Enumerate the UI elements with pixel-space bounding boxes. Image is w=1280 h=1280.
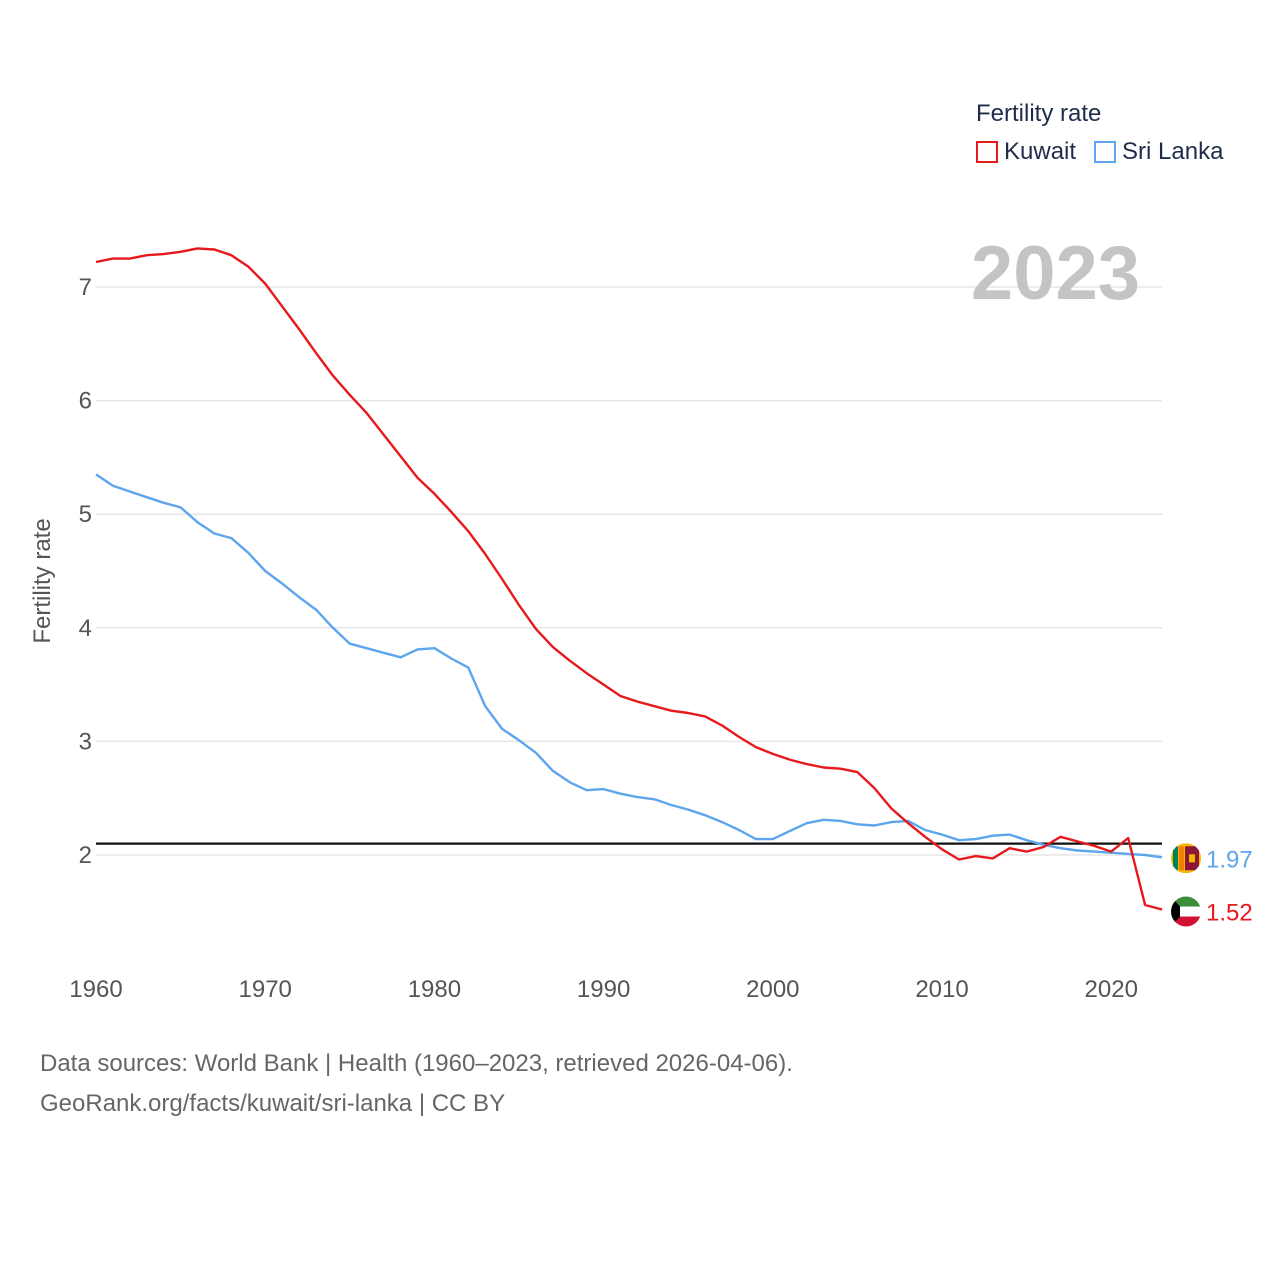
end-value-label-kuwait: 1.52 [1206, 900, 1253, 927]
series-line-kuwait[interactable] [96, 248, 1162, 909]
sri-lanka-flag-icon [1171, 843, 1201, 873]
x-tick-label-2010: 2010 [915, 976, 968, 1003]
x-tick-label-1990: 1990 [577, 976, 630, 1003]
footer: Data sources: World Bank | Health (1960–… [40, 1044, 793, 1124]
legend-title: Fertility rate [976, 100, 1223, 128]
attribution-text: GeoRank.org/facts/kuwait/sri-lanka | CC … [40, 1084, 793, 1124]
legend-item-sri-lanka[interactable]: Sri Lanka [1094, 138, 1223, 166]
y-tick-label-7: 7 [79, 274, 92, 301]
end-value-label-sri-lanka: 1.97 [1206, 846, 1253, 873]
y-tick-label-3: 3 [79, 728, 92, 755]
x-tick-label-1980: 1980 [408, 976, 461, 1003]
series-line-sri-lanka[interactable] [96, 474, 1162, 857]
y-tick-label-2: 2 [79, 842, 92, 869]
legend-label-kuwait: Kuwait [1004, 138, 1076, 166]
x-tick-label-2020: 2020 [1085, 976, 1138, 1003]
data-source-text: Data sources: World Bank | Health (1960–… [40, 1044, 793, 1084]
y-tick-label-5: 5 [79, 501, 92, 528]
y-tick-label-6: 6 [79, 388, 92, 415]
y-tick-label-4: 4 [79, 615, 92, 642]
legend-item-kuwait[interactable]: Kuwait [976, 138, 1076, 166]
legend-swatch-sri-lanka [1094, 141, 1116, 163]
kuwait-flag-icon [1171, 897, 1201, 928]
x-tick-label-1970: 1970 [239, 976, 292, 1003]
x-tick-label-1960: 1960 [69, 976, 122, 1003]
legend-swatch-kuwait [976, 141, 998, 163]
legend: Fertility rate Kuwait Sri Lanka [976, 100, 1223, 166]
year-watermark: 2023 [971, 231, 1140, 316]
legend-label-sri-lanka: Sri Lanka [1122, 138, 1223, 166]
y-axis-label: Fertility rate [29, 518, 56, 643]
x-tick-label-2000: 2000 [746, 976, 799, 1003]
